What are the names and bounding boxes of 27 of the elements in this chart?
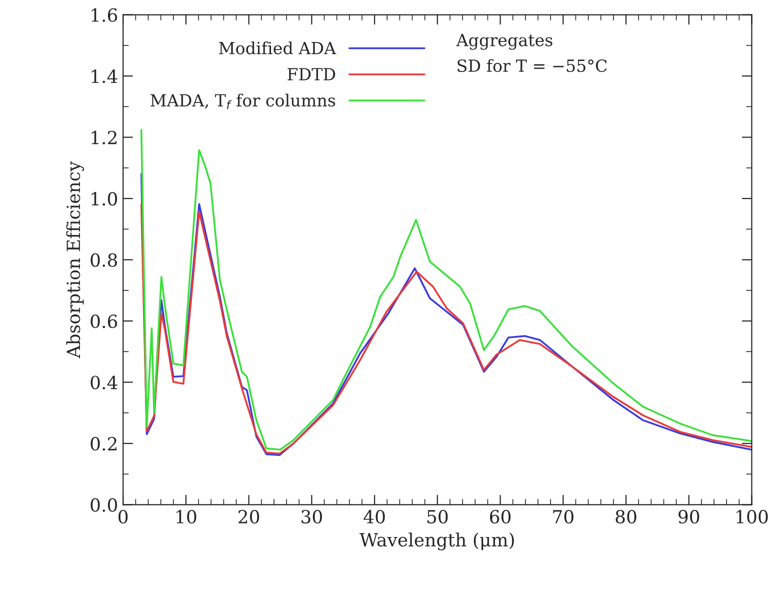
x-axis-title: Wavelength (μm) [360, 532, 514, 550]
y-tick-label: 1.4 [92, 69, 118, 84]
y-tick-label: 1.2 [92, 130, 116, 144]
y-tick-label: 0.2 [90, 436, 116, 451]
x-tick-label: 60 [490, 510, 511, 524]
y-tick-label: 0.0 [90, 498, 118, 512]
y-tick-label: 1.0 [92, 192, 118, 206]
x-tick-label: 40 [364, 510, 385, 524]
x-tick-label: 90 [678, 510, 700, 524]
y-tick-label: 1.6 [92, 8, 118, 22]
y-tick-label: 0.8 [90, 253, 118, 267]
x-tick-label: 70 [553, 510, 574, 524]
y-tick-label: 0.6 [90, 314, 118, 328]
legend-label: FDTD [288, 68, 336, 80]
y-tick-label: 0.4 [90, 376, 118, 390]
x-tick-label: 10 [176, 510, 196, 524]
x-tick-label: 20 [238, 510, 260, 524]
x-tick-label: 30 [302, 510, 322, 524]
y-axis-title: Absorption Efficiency [66, 161, 84, 358]
annotation: SD for T = −55°C [458, 59, 607, 72]
x-tick-label: 80 [616, 510, 636, 524]
x-tick-label: 0 [118, 510, 128, 524]
legend-label: Modified ADA [219, 41, 336, 54]
x-tick-label: 100 [736, 510, 768, 524]
x-tick-label: 50 [427, 510, 448, 524]
legend-label: MADA, T$_{f}$ for columns [150, 94, 336, 110]
annotation: Aggregates [456, 34, 552, 50]
